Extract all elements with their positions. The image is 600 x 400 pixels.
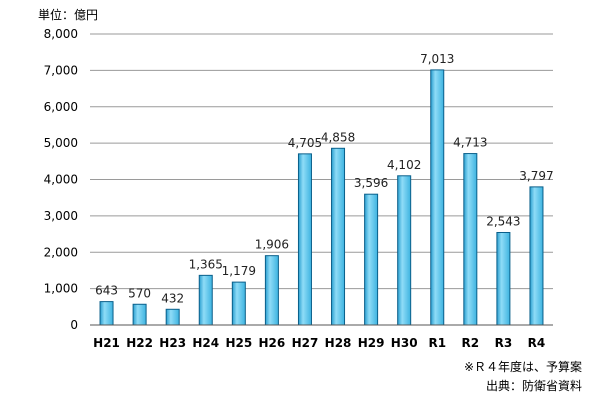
x-tick-label: H25 [225,336,252,350]
bar [231,281,246,326]
bar [132,303,147,326]
value-label: 4,102 [387,158,421,172]
x-tick-label: R2 [462,336,480,350]
value-label: 4,705 [288,136,322,150]
x-tick-label: R3 [495,336,513,350]
value-label: 3,797 [519,169,553,183]
bar [331,147,346,326]
y-tick-label: 0 [70,318,78,332]
x-tick-label: H21 [93,336,120,350]
x-tick-label: H28 [325,336,352,350]
bar [297,153,312,326]
value-label: 4,858 [321,130,355,144]
bar [364,193,379,326]
y-tick-label: 8,000 [44,27,78,41]
value-label: 2,543 [486,214,520,228]
bar [463,153,478,326]
value-label: 1,365 [189,257,223,271]
y-tick-label: 5,000 [44,136,78,150]
y-axis-ticks: 0 1,000 2,000 3,000 4,000 5,000 6,000 7,000 8,00… [44,27,78,332]
y-tick-label: 3,000 [44,209,78,223]
x-tick-label: R4 [528,336,546,350]
value-label: 1,179 [222,264,256,278]
y-tick-label: 4,000 [44,173,78,187]
x-tick-label: H26 [259,336,286,350]
value-label: 1,906 [255,238,289,252]
x-axis-ticks: H21 H22 H23 H24 H25 H26 H27 H28 H29 H30 R1 R2 R3 R4 [93,336,545,350]
y-tick-label: 1,000 [44,282,78,296]
y-axis-unit-label: 単位：億円 [38,8,99,22]
bar [397,175,412,326]
y-tick-label: 6,000 [44,100,78,114]
x-tick-label: H24 [192,336,219,350]
y-tick-label: 7,000 [44,63,78,77]
value-label: 4,713 [453,136,487,150]
x-tick-label: H22 [126,336,153,350]
bar [99,301,114,326]
bar [430,69,445,326]
bar [496,231,511,326]
bar [165,308,180,326]
value-label: 7,013 [420,52,454,66]
y-tick-label: 2,000 [44,245,78,259]
value-label: 432 [161,291,184,305]
x-tick-label: H23 [159,336,186,350]
bars [99,69,544,326]
value-label: 3,596 [354,176,388,190]
bar [264,255,279,326]
x-tick-label: H29 [358,336,385,350]
x-tick-label: R1 [428,336,446,350]
bar [529,186,544,326]
value-label: 570 [128,286,151,300]
x-tick-label: H27 [292,336,319,350]
value-label: 643 [95,284,118,298]
source-note: 出典：防衛省資料 [485,379,582,393]
budget-note: ※Ｒ４年度は、予算案 [463,360,582,374]
gridlines [90,33,553,290]
x-tick-label: H30 [391,336,418,350]
bar [198,274,213,326]
